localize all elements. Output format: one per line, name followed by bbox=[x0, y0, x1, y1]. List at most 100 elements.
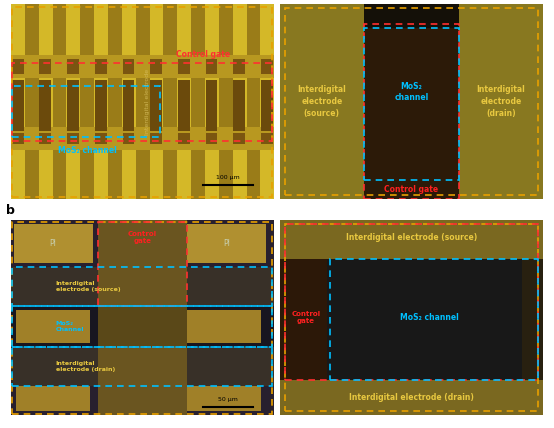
Bar bbox=[178, 133, 190, 145]
Text: Control
gate: Control gate bbox=[128, 232, 157, 244]
Bar bbox=[187, 310, 261, 343]
Bar bbox=[98, 347, 187, 386]
Text: MoS₂
channel: MoS₂ channel bbox=[394, 81, 428, 102]
Bar bbox=[12, 133, 23, 145]
Text: MoS₂ channel: MoS₂ channel bbox=[401, 313, 459, 322]
Bar bbox=[122, 59, 134, 74]
Bar bbox=[187, 224, 266, 263]
Bar bbox=[12, 63, 273, 141]
Text: MoS₂
Channel: MoS₂ Channel bbox=[56, 321, 84, 332]
Bar bbox=[25, 4, 39, 199]
Bar bbox=[53, 4, 66, 199]
Bar bbox=[11, 4, 25, 199]
Bar bbox=[95, 80, 106, 131]
Bar bbox=[95, 59, 106, 74]
Bar bbox=[150, 133, 162, 145]
Bar bbox=[233, 59, 245, 74]
Bar bbox=[11, 55, 274, 78]
Bar bbox=[122, 80, 134, 131]
Bar bbox=[150, 80, 162, 131]
Text: PI: PI bbox=[223, 239, 230, 248]
Bar bbox=[261, 59, 273, 74]
Text: Interdigital
electrode (source): Interdigital electrode (source) bbox=[56, 281, 120, 292]
Bar bbox=[233, 4, 247, 199]
Bar bbox=[330, 259, 537, 380]
Bar bbox=[11, 306, 274, 347]
Text: Interdigital electrode (source): Interdigital electrode (source) bbox=[346, 233, 477, 242]
Bar bbox=[14, 224, 93, 263]
Bar bbox=[280, 259, 327, 380]
Bar bbox=[12, 80, 23, 131]
Bar bbox=[12, 59, 23, 74]
Bar bbox=[11, 386, 274, 415]
Bar bbox=[205, 4, 219, 199]
Bar bbox=[39, 4, 53, 199]
Bar bbox=[12, 267, 273, 306]
Bar bbox=[261, 80, 273, 131]
Bar bbox=[67, 59, 79, 74]
Text: 100 μm: 100 μm bbox=[216, 175, 240, 180]
Bar bbox=[219, 4, 233, 199]
Text: MoS₂ channel: MoS₂ channel bbox=[59, 146, 117, 155]
Text: PI: PI bbox=[50, 239, 57, 248]
Bar bbox=[206, 59, 218, 74]
Bar bbox=[178, 80, 190, 131]
Bar bbox=[150, 4, 163, 199]
Bar bbox=[122, 4, 136, 199]
Bar bbox=[17, 310, 90, 343]
Bar bbox=[280, 380, 543, 415]
Bar bbox=[364, 28, 459, 199]
Text: b: b bbox=[6, 204, 15, 217]
Bar bbox=[191, 4, 205, 199]
Text: 50 μm: 50 μm bbox=[218, 396, 238, 401]
Bar bbox=[17, 386, 90, 411]
Text: Interdigital
electrode
(source): Interdigital electrode (source) bbox=[297, 85, 346, 118]
Text: Interdigital
electrode (drain): Interdigital electrode (drain) bbox=[56, 361, 115, 372]
Bar bbox=[98, 306, 187, 347]
Bar bbox=[11, 220, 274, 267]
Bar bbox=[178, 59, 190, 74]
Bar bbox=[260, 4, 274, 199]
Bar bbox=[11, 267, 274, 306]
Bar bbox=[233, 80, 245, 131]
Bar bbox=[122, 133, 134, 145]
Text: Interdigital
electrode
(drain): Interdigital electrode (drain) bbox=[476, 85, 525, 118]
Bar bbox=[12, 86, 160, 137]
Bar bbox=[150, 59, 162, 74]
Bar bbox=[39, 133, 52, 145]
Bar bbox=[12, 306, 273, 347]
Bar bbox=[364, 4, 459, 28]
Bar bbox=[98, 220, 187, 267]
Bar bbox=[364, 24, 459, 199]
Bar bbox=[80, 4, 94, 199]
Bar bbox=[67, 80, 79, 131]
Bar bbox=[12, 347, 273, 386]
Bar bbox=[39, 80, 52, 131]
Bar bbox=[11, 347, 274, 386]
Bar bbox=[187, 386, 261, 411]
Text: Interdigital electrode: Interdigital electrode bbox=[145, 68, 151, 135]
Text: Interdigital electrode (drain): Interdigital electrode (drain) bbox=[349, 393, 474, 402]
Bar bbox=[364, 28, 459, 180]
Text: Control
gate: Control gate bbox=[291, 311, 321, 324]
Bar bbox=[522, 259, 543, 380]
Bar bbox=[108, 4, 122, 199]
Bar bbox=[285, 224, 537, 380]
Bar bbox=[39, 59, 52, 74]
Bar bbox=[206, 80, 218, 131]
Bar bbox=[136, 4, 150, 199]
Bar bbox=[98, 386, 187, 415]
Bar bbox=[98, 220, 187, 415]
Bar bbox=[98, 267, 187, 306]
Bar bbox=[95, 133, 106, 145]
Bar bbox=[206, 133, 218, 145]
Bar bbox=[163, 4, 177, 199]
Bar bbox=[261, 133, 273, 145]
Bar bbox=[94, 4, 108, 199]
Bar bbox=[98, 223, 187, 306]
Bar bbox=[177, 4, 191, 199]
Text: Control gate: Control gate bbox=[176, 50, 230, 59]
Bar bbox=[280, 220, 543, 259]
Bar bbox=[233, 133, 245, 145]
Bar bbox=[11, 127, 274, 150]
